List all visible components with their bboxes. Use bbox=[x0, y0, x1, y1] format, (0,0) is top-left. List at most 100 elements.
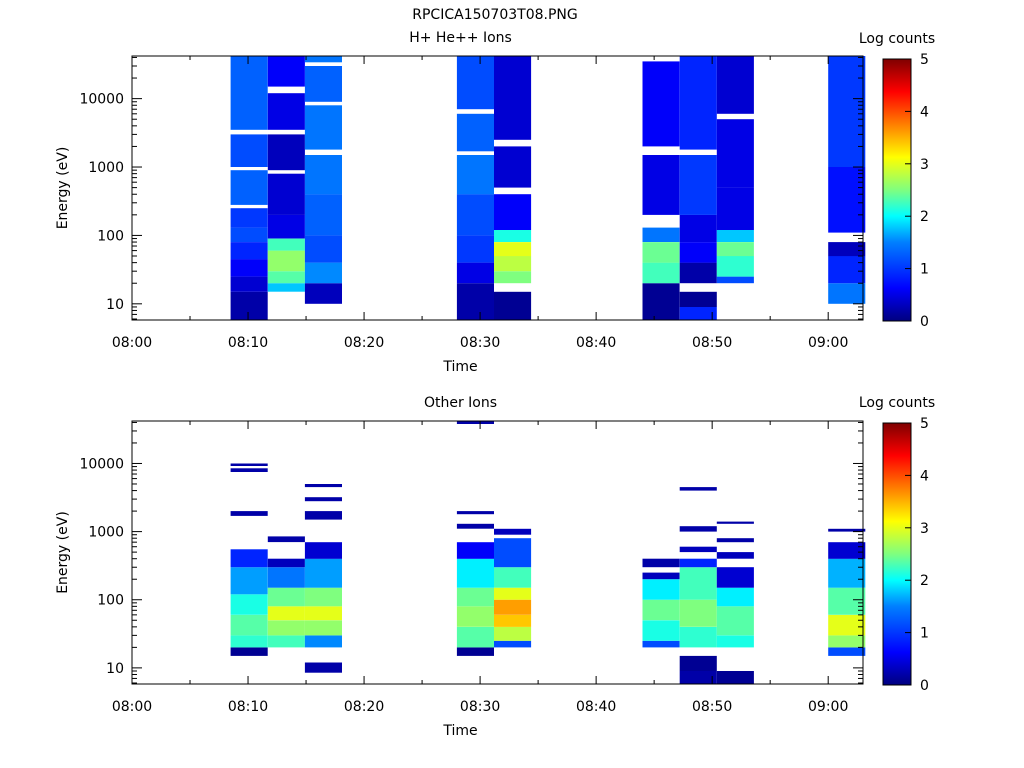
heatmap-cell bbox=[679, 291, 717, 307]
panel-title: H+ He++ Ions bbox=[409, 30, 512, 46]
heatmap-cell bbox=[716, 119, 754, 188]
heatmap-cell bbox=[642, 599, 680, 621]
heatmap-cell bbox=[267, 271, 305, 284]
heatmap-cell bbox=[828, 528, 866, 532]
heatmap-cell bbox=[267, 536, 305, 543]
x-tick-label: 08:50 bbox=[692, 335, 732, 351]
heatmap-cell bbox=[642, 572, 680, 580]
heatmap-cell bbox=[679, 558, 717, 568]
panel-h-he-ions: H+ He++ Ions 08:00 08:10 08:20 08:30 08:40 08:… bbox=[55, 30, 935, 375]
heatmap-cells bbox=[230, 421, 866, 684]
heatmap-cell bbox=[642, 242, 680, 263]
heatmap-cell bbox=[716, 606, 754, 636]
colorbar-tick-label: 4 bbox=[920, 104, 929, 120]
heatmap-cell bbox=[456, 542, 494, 559]
heatmap-cell bbox=[456, 647, 494, 656]
heatmap-cell bbox=[304, 56, 342, 63]
heatmap-cell bbox=[267, 283, 305, 292]
x-tick-label: 08:10 bbox=[228, 699, 268, 715]
heatmap-cell bbox=[679, 242, 717, 263]
heatmap-cell bbox=[267, 606, 305, 621]
x-tick-label: 09:00 bbox=[808, 699, 848, 715]
heatmap-cell bbox=[716, 276, 754, 284]
heatmap-cell bbox=[642, 262, 680, 284]
heatmap-cells bbox=[230, 56, 866, 320]
heatmap-cell bbox=[230, 647, 268, 656]
x-tick-label: 08:20 bbox=[344, 699, 384, 715]
colorbar-tick-label: 5 bbox=[920, 52, 929, 68]
heatmap-cell bbox=[679, 306, 717, 320]
colorbar-tick-label: 4 bbox=[920, 468, 929, 484]
heatmap-cell bbox=[456, 194, 494, 236]
y-axis-label: Energy (eV) bbox=[55, 147, 71, 230]
heatmap-cell bbox=[679, 599, 717, 627]
heatmap-cell bbox=[716, 671, 754, 684]
heatmap-cell bbox=[304, 194, 342, 236]
heatmap-cell bbox=[828, 635, 866, 648]
heatmap-cell bbox=[267, 93, 305, 130]
heatmap-cell bbox=[230, 549, 268, 568]
y-tick-label: 10000 bbox=[79, 456, 124, 472]
y-tick-label: 10 bbox=[106, 661, 124, 677]
heatmap-cell bbox=[230, 242, 268, 260]
heatmap-cell bbox=[267, 635, 305, 648]
heatmap-cell bbox=[679, 546, 717, 553]
heatmap-cell bbox=[304, 484, 342, 488]
heatmap-cell bbox=[494, 291, 532, 320]
heatmap-cell bbox=[828, 256, 866, 284]
heatmap-cell bbox=[456, 113, 494, 152]
heatmap-cell bbox=[230, 614, 268, 636]
colorbar-tick-label: 0 bbox=[920, 678, 929, 694]
heatmap-cell bbox=[494, 528, 532, 535]
x-tick-label: 08:30 bbox=[460, 335, 500, 351]
heatmap-cell bbox=[642, 579, 680, 600]
heatmap-cell bbox=[304, 66, 342, 102]
heatmap-cell bbox=[828, 614, 866, 636]
heatmap-cell bbox=[716, 635, 754, 648]
heatmap-cell bbox=[230, 291, 268, 320]
heatmap-cell bbox=[267, 134, 305, 171]
heatmap-cell bbox=[456, 235, 494, 263]
heatmap-cell bbox=[642, 155, 680, 215]
heatmap-cell bbox=[494, 538, 532, 568]
heatmap-cell bbox=[679, 155, 717, 215]
colorbar-tick-label: 1 bbox=[920, 262, 929, 278]
heatmap-cell bbox=[304, 497, 342, 502]
heatmap-cell bbox=[642, 558, 680, 568]
y-tick-label: 1000 bbox=[88, 525, 124, 541]
heatmap-cell bbox=[304, 558, 342, 588]
heatmap-cell bbox=[456, 56, 494, 110]
heatmap-cell bbox=[230, 567, 268, 595]
heatmap-cell bbox=[716, 587, 754, 607]
colorbar-tick-label: 2 bbox=[920, 209, 929, 225]
heatmap-cell bbox=[679, 526, 717, 532]
heatmap-cell bbox=[267, 56, 305, 87]
x-tick-label: 08:00 bbox=[112, 335, 152, 351]
x-axis-label: Time bbox=[442, 723, 477, 739]
heatmap-cell bbox=[304, 620, 342, 636]
heatmap-cell bbox=[230, 134, 268, 167]
heatmap-cell bbox=[267, 558, 305, 568]
heatmap-cell bbox=[716, 521, 754, 524]
colorbar-tick-label: 0 bbox=[920, 314, 929, 330]
heatmap-cell bbox=[494, 614, 532, 627]
heatmap-cell bbox=[456, 262, 494, 284]
heatmap-cell bbox=[304, 542, 342, 559]
heatmap-cell bbox=[267, 214, 305, 239]
heatmap-cell bbox=[494, 587, 532, 600]
heatmap-cell bbox=[304, 635, 342, 648]
heatmap-cell bbox=[456, 283, 494, 320]
heatmap-cell bbox=[456, 421, 494, 424]
heatmap-cell bbox=[456, 626, 494, 648]
heatmap-cell bbox=[304, 262, 342, 284]
heatmap-cell bbox=[828, 56, 866, 167]
heatmap-cell bbox=[494, 640, 532, 648]
heatmap-cell bbox=[494, 626, 532, 641]
colorbar bbox=[882, 58, 912, 322]
heatmap-cell bbox=[456, 523, 494, 529]
heatmap-cell bbox=[304, 662, 342, 673]
heatmap-cell bbox=[230, 463, 268, 466]
colorbar-title: Log counts bbox=[859, 31, 935, 47]
heatmap-cell bbox=[456, 587, 494, 607]
x-tick-label: 08:30 bbox=[460, 699, 500, 715]
